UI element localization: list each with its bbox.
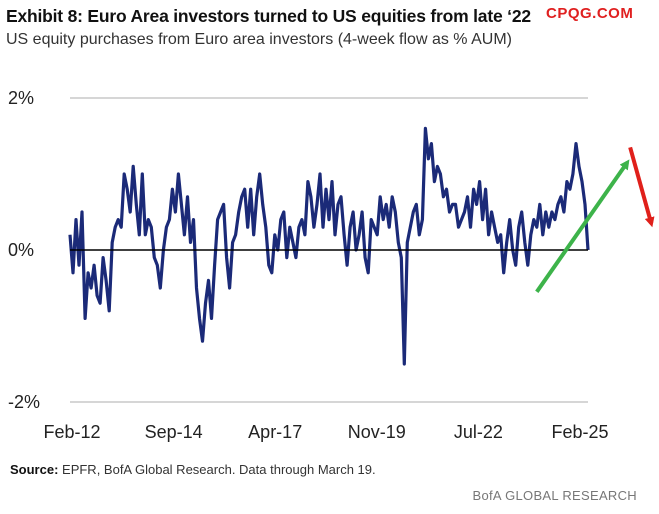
- y-tick-label: -2%: [8, 392, 40, 412]
- x-tick-label: Apr-17: [248, 422, 302, 442]
- brand-footer: BofA GLOBAL RESEARCH: [472, 488, 637, 503]
- x-tick-label: Feb-25: [551, 422, 608, 442]
- x-tick-label: Jul-22: [454, 422, 503, 442]
- site-watermark: CPQG.COM: [540, 4, 640, 23]
- y-tick-label: 0%: [8, 240, 34, 260]
- source-label: Source:: [10, 462, 59, 477]
- y-tick-label: 2%: [8, 88, 34, 108]
- x-tick-label: Feb-12: [43, 422, 100, 442]
- chart-subtitle: US equity purchases from Euro area inves…: [6, 31, 512, 48]
- trend-down-arrow: [628, 146, 655, 228]
- source-note: Source: EPFR, BofA Global Research. Data…: [10, 462, 376, 477]
- source-text: EPFR, BofA Global Research. Data through…: [58, 462, 376, 477]
- trend-up-arrow: [535, 159, 630, 293]
- chart-title: Exhibit 8: Euro Area investors turned to…: [6, 6, 531, 26]
- series-line: [68, 126, 590, 366]
- x-tick-label: Sep-14: [145, 422, 203, 442]
- x-tick-label: Nov-19: [348, 422, 406, 442]
